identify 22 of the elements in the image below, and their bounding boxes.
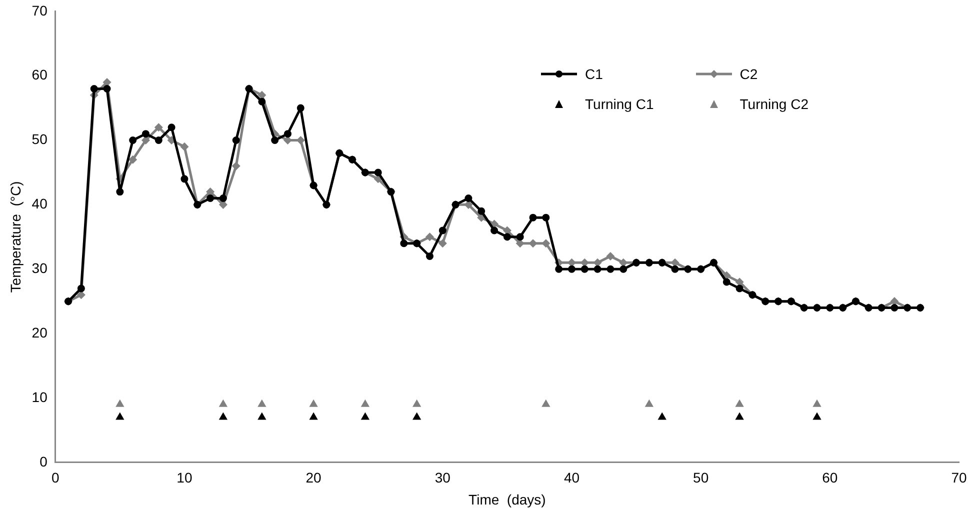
y-tick-label: 40 (32, 196, 48, 212)
y-tick-label: 20 (32, 324, 48, 340)
legend-label: C2 (740, 66, 758, 82)
x-axis-title: Time (days) (468, 491, 546, 508)
x-tick-label: 10 (176, 470, 192, 486)
x-tick-label: 0 (51, 470, 60, 486)
legend-label: C1 (585, 66, 603, 82)
y-tick-label: 60 (32, 66, 48, 83)
y-tick-label: 10 (32, 388, 48, 405)
y-axis-title: Temperature (°C) (7, 181, 24, 293)
y-tick-label: 50 (32, 131, 48, 148)
x-tick-label: 30 (434, 470, 451, 486)
x-tick-label: 40 (564, 470, 580, 486)
legend-label: Turning C1 (585, 96, 654, 112)
y-tick-label: 70 (32, 2, 48, 18)
x-tick-label: 50 (693, 470, 709, 486)
legend-label: Turning C2 (740, 96, 808, 112)
x-tick-label: 20 (306, 470, 322, 486)
x-tick-label: 70 (951, 470, 967, 486)
y-tick-label: 0 (40, 453, 48, 470)
y-tick-label: 30 (32, 260, 48, 276)
x-tick-label: 60 (822, 470, 838, 486)
